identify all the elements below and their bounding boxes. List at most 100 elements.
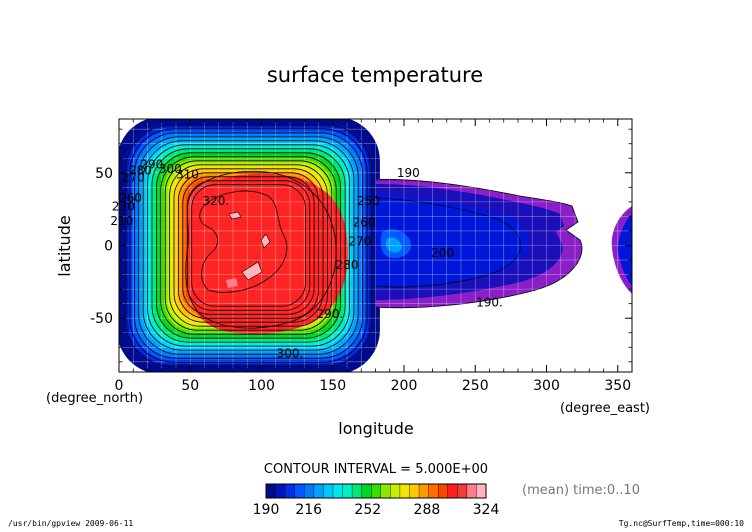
contour-interval: CONTOUR INTERVAL = 5.000E+00 — [264, 462, 488, 477]
contour-label: 210 — [110, 214, 133, 228]
x-axis-unit: (degree_east) — [560, 401, 650, 416]
contour-line-320 — [199, 190, 288, 293]
colorbar-tick-label: 216 — [295, 502, 322, 518]
hot-spot-4 — [226, 278, 238, 288]
contour-line — [138, 136, 359, 355]
colorbar-swatch — [332, 483, 344, 499]
footer-left: /usr/bin/gpview 2009-06-11 — [8, 519, 133, 528]
contour-label: 260 — [119, 191, 142, 205]
colorbar-swatch — [380, 483, 391, 499]
contour-line — [191, 184, 306, 307]
contour-label: 200 — [431, 246, 454, 260]
x-tick-label: 300 — [533, 378, 560, 394]
x-tick-label: 0 — [115, 378, 124, 394]
contour-label: 320. — [203, 194, 230, 208]
contour-label: 190. — [476, 296, 503, 310]
contour-label: 270 — [122, 171, 145, 185]
cold-tongue — [375, 178, 632, 309]
hot-spot-1 — [228, 211, 242, 220]
cold-tongue-core — [376, 194, 529, 289]
contour-line — [177, 172, 319, 319]
colorbar-swatch — [409, 483, 420, 499]
contour-line — [142, 140, 355, 351]
y-tick-label: -50 — [90, 311, 113, 327]
colorbar-swatch — [351, 483, 363, 499]
contour-line — [164, 160, 333, 331]
colorbar-swatch — [437, 483, 449, 499]
colorbar-swatch — [371, 483, 382, 499]
colorbar-swatch — [294, 483, 305, 499]
colorbar-swatch — [399, 483, 410, 499]
hot-spot-3 — [241, 261, 263, 281]
plot-area — [119, 119, 632, 372]
contour-label: 250 — [357, 194, 380, 208]
contour-label: 310 — [176, 168, 199, 182]
colorbar-swatch — [313, 483, 324, 499]
hot-spot-2 — [260, 233, 271, 249]
contour-label: 300. — [277, 347, 304, 361]
contour-line — [155, 152, 341, 339]
contour-label: 290 — [140, 157, 163, 171]
x-axis-label: longitude — [338, 419, 413, 438]
y-tick-label: 50 — [95, 166, 113, 182]
contour-label: 190 — [397, 166, 420, 180]
contour-line — [182, 176, 315, 315]
x-tick-label: 350 — [604, 378, 631, 394]
colorbar-swatch — [361, 483, 372, 499]
footer-right: Tg.nc@SurfTemp,time=000:10 — [619, 519, 744, 528]
colorbar-tick-label: 190 — [253, 502, 280, 518]
contour-label: 290. — [317, 307, 344, 321]
chart-title: surface temperature — [267, 63, 483, 87]
colorbar-swatch — [466, 483, 477, 499]
x-tick-label: 50 — [181, 378, 199, 394]
contour-line — [133, 132, 364, 359]
contour-label: 230 — [112, 200, 135, 214]
x-axis: 0 50 100 150 200 250 300 350 — [115, 119, 631, 394]
y-axis-label: latitude — [55, 215, 74, 276]
colorbar — [265, 483, 487, 499]
colorbar-swatch — [390, 483, 401, 499]
colorbar-swatch — [304, 483, 315, 499]
contour-label: 260 — [353, 216, 376, 230]
warm-block — [119, 119, 380, 372]
x-tick-label: 200 — [391, 378, 418, 394]
colorbar-swatch — [284, 483, 296, 499]
colorbar-swatch — [342, 483, 353, 499]
y-tick-label: 0 — [104, 239, 113, 255]
mean-time-annotation: (mean) time:0..10 — [522, 483, 640, 498]
colorbar-swatch — [265, 483, 277, 499]
colorbar-swatch — [457, 483, 468, 499]
colorbar-tick-label: 288 — [414, 502, 441, 518]
contour-label: 270 — [348, 235, 371, 249]
contour-labels: 320.310300290280270260230210300.290.2802… — [110, 157, 503, 360]
colorbar-swatch — [428, 483, 439, 499]
x-tick-label: 150 — [319, 378, 346, 394]
contour-label: 280 — [336, 258, 359, 272]
contour-line — [151, 148, 346, 343]
colorbar-swatch — [323, 483, 334, 499]
colorbar-ticks: 190 216 252 288 324 — [253, 502, 500, 518]
colorbar-tick-label: 324 — [473, 502, 500, 518]
cold-tongue-spot-inner — [385, 237, 402, 253]
colorbar-tick-label: 252 — [354, 502, 381, 518]
colorbar-swatch — [275, 483, 286, 499]
warm-core — [187, 173, 348, 334]
contour-label: 280 — [129, 163, 152, 177]
contour-label: 300 — [159, 162, 182, 176]
colorbar-swatch — [447, 483, 458, 499]
contour-line — [129, 128, 368, 363]
contour-line — [186, 180, 311, 311]
contour-line — [169, 164, 328, 327]
contour-lines — [125, 124, 372, 367]
y-axis: -50 0 50 — [90, 128, 632, 363]
x-tick-label: 250 — [462, 378, 489, 394]
cold-tongue-contour-190 — [375, 179, 583, 309]
hot-spots — [226, 211, 271, 288]
contour-line-310 — [185, 170, 337, 329]
colorbar-frame — [265, 483, 487, 499]
colorbar-swatch — [476, 483, 487, 499]
cold-edge-patch-inner — [618, 214, 632, 286]
y-axis-unit: (degree_north) — [46, 391, 143, 406]
x-tick-label: 100 — [248, 378, 275, 394]
